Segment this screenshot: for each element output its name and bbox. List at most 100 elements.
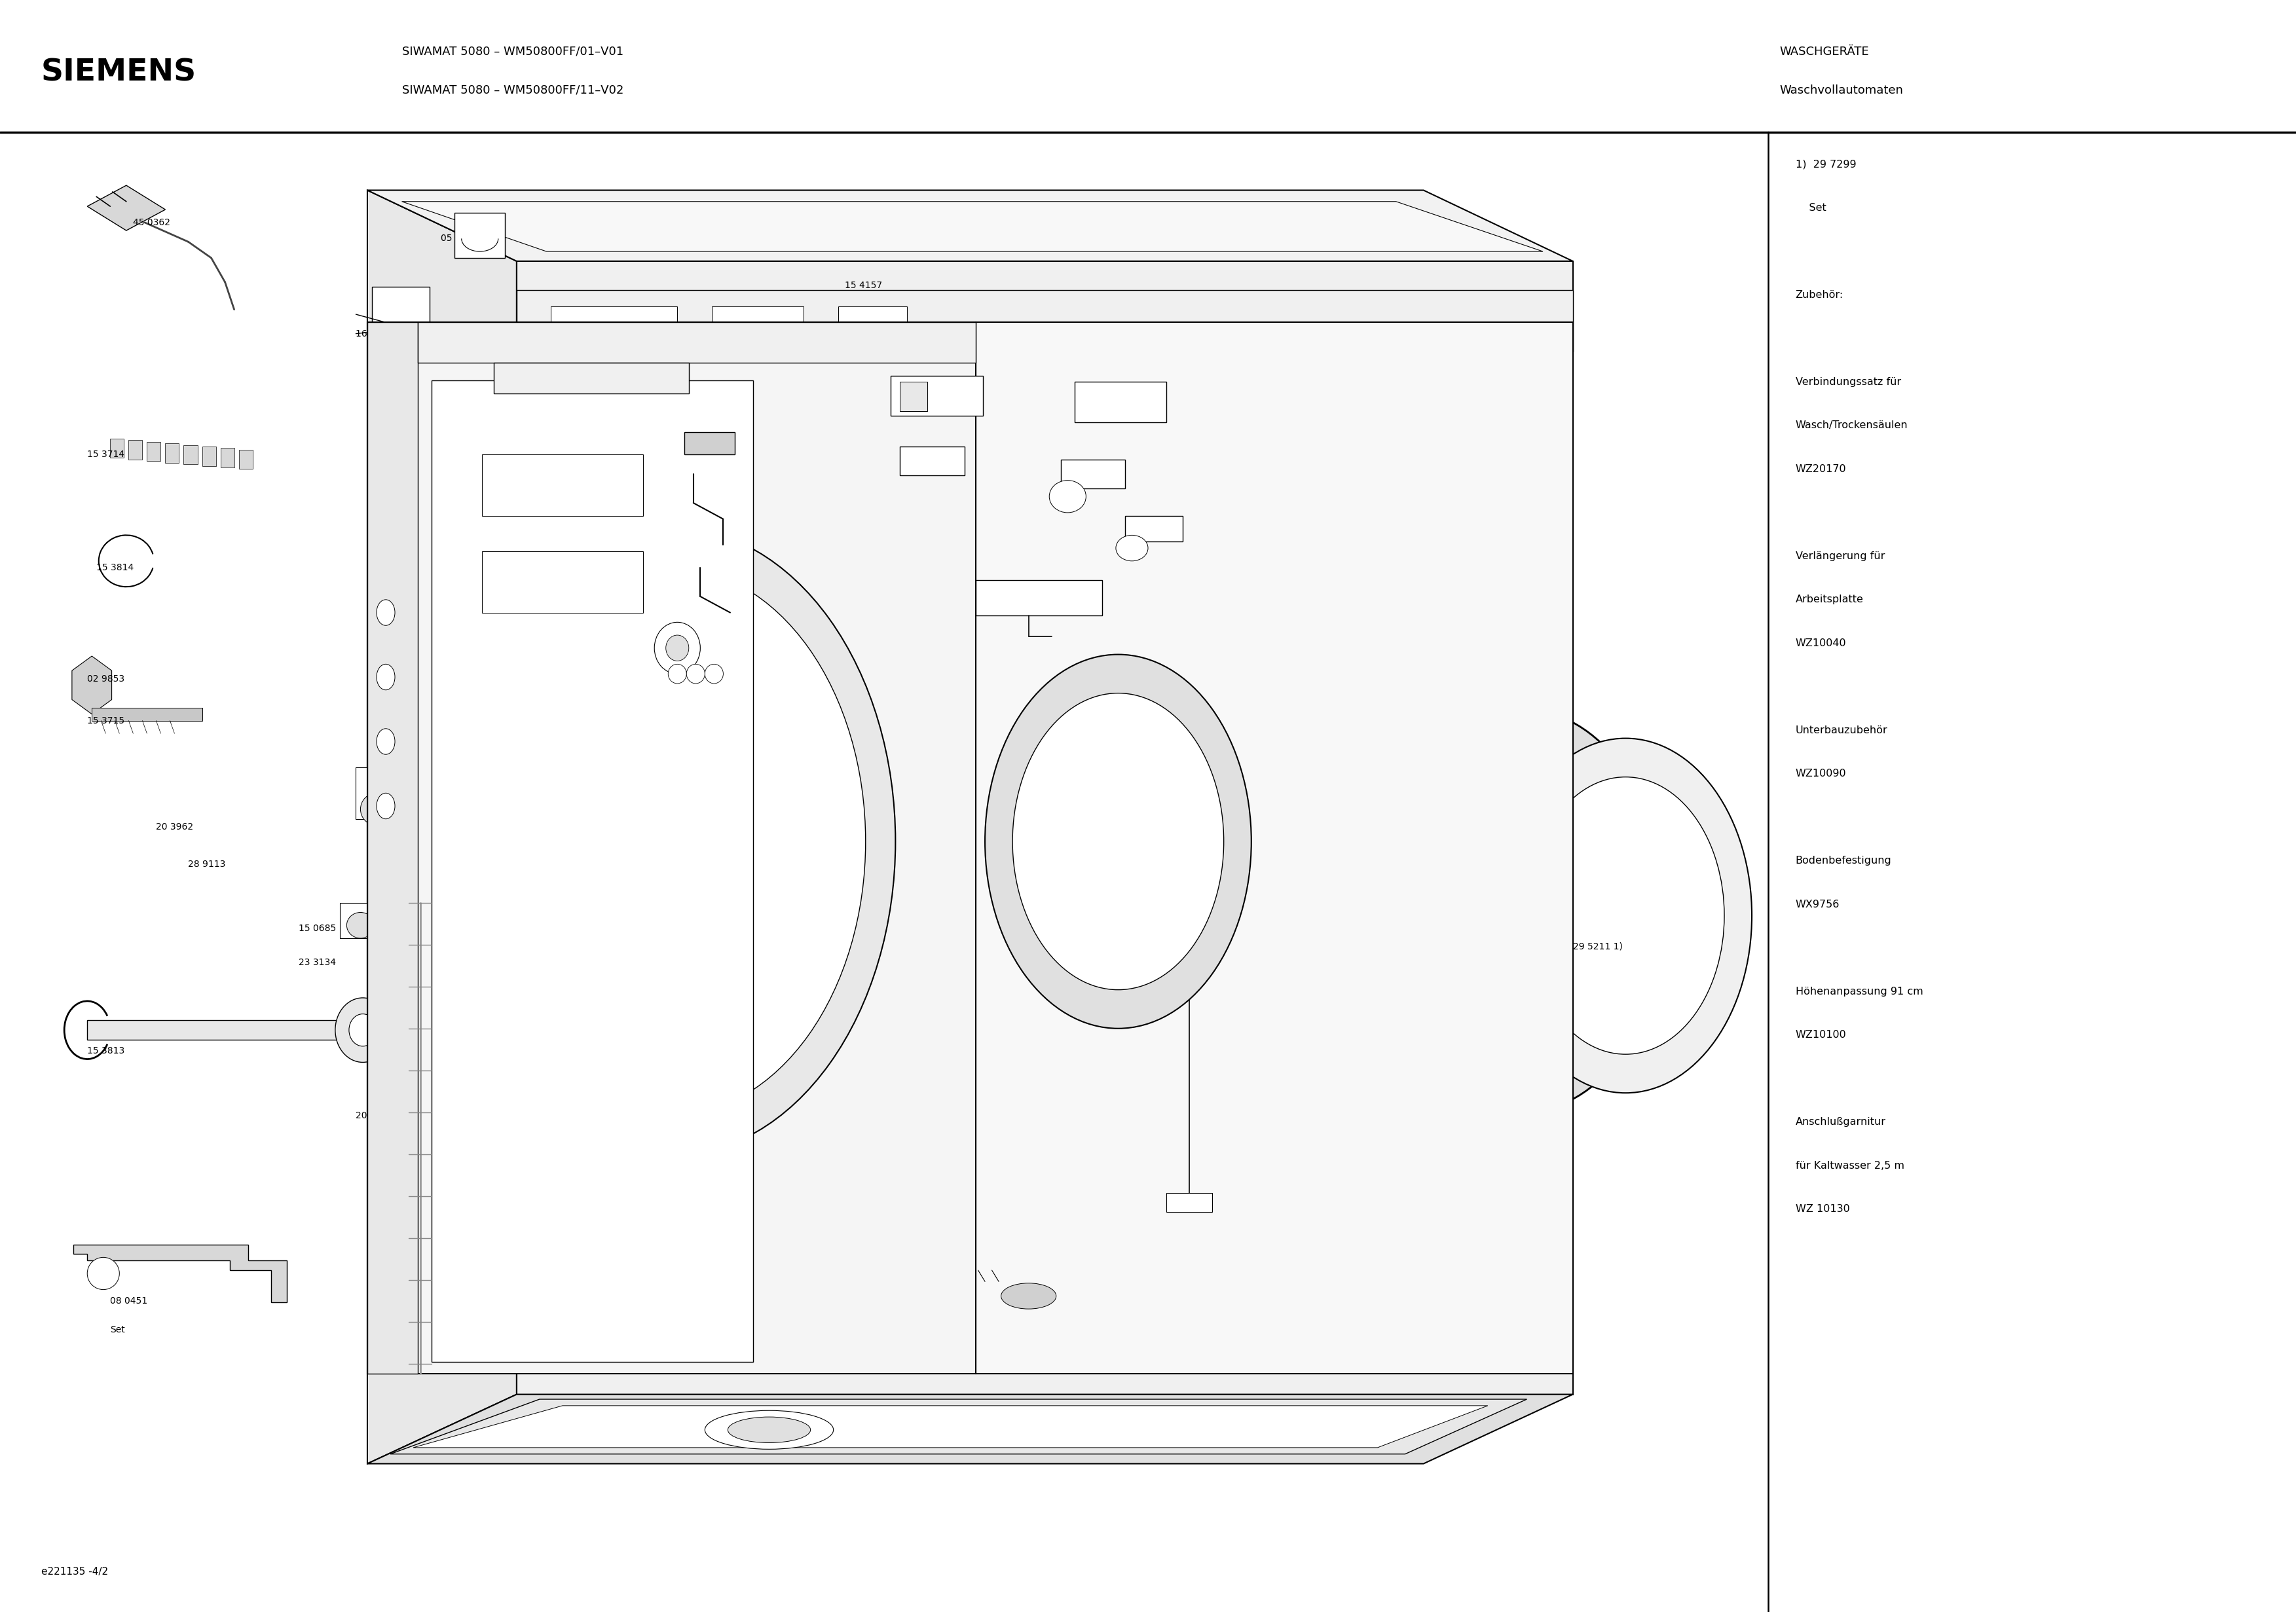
Text: Verlängerung für: Verlängerung für — [1795, 551, 1885, 561]
Bar — [1166, 1193, 1212, 1212]
Text: 15 4476: 15 4476 — [661, 498, 698, 508]
Text: 15 0686: 15 0686 — [1143, 524, 1180, 534]
Text: Verbindungssatz für: Verbindungssatz für — [1795, 377, 1901, 387]
Text: 28 9646 1): 28 9646 1) — [1251, 901, 1302, 911]
Bar — [684, 432, 735, 455]
Bar — [1075, 382, 1166, 422]
Bar — [689, 1183, 730, 1228]
Bar — [712, 306, 804, 339]
Polygon shape — [71, 656, 113, 714]
Ellipse shape — [1116, 535, 1148, 561]
Polygon shape — [367, 1394, 1573, 1464]
Text: 11 8917: 11 8917 — [1189, 837, 1226, 846]
Polygon shape — [147, 442, 161, 461]
Text: 15 3715: 15 3715 — [87, 716, 124, 725]
Bar — [1488, 687, 1515, 738]
Text: 15 3714: 15 3714 — [87, 450, 124, 459]
Bar — [356, 767, 397, 819]
Text: 11 8919: 11 8919 — [1435, 901, 1472, 911]
Polygon shape — [367, 190, 517, 1464]
Text: Waschvollautomaten: Waschvollautomaten — [1779, 84, 1903, 97]
Polygon shape — [73, 1244, 287, 1302]
Bar — [900, 382, 928, 411]
Text: 02 9853: 02 9853 — [87, 674, 124, 683]
Text: 29 5211 1): 29 5211 1) — [1573, 941, 1623, 951]
Text: 05 9227: 05 9227 — [441, 234, 478, 243]
Polygon shape — [569, 1238, 588, 1248]
Polygon shape — [976, 322, 1573, 1373]
Text: 08 0451: 08 0451 — [110, 1296, 147, 1306]
Bar — [372, 287, 429, 339]
Ellipse shape — [1013, 693, 1224, 990]
Polygon shape — [87, 185, 165, 231]
Ellipse shape — [654, 622, 700, 674]
Text: 20 4245: 20 4245 — [1125, 192, 1162, 202]
Ellipse shape — [377, 664, 395, 690]
Text: 15 3813: 15 3813 — [87, 1046, 124, 1056]
Ellipse shape — [985, 654, 1251, 1028]
Ellipse shape — [705, 664, 723, 683]
Text: 02 9854: 02 9854 — [647, 643, 684, 653]
Text: Arbeitsplatte: Arbeitsplatte — [1795, 595, 1864, 604]
Text: 15 0685: 15 0685 — [298, 924, 335, 933]
Ellipse shape — [728, 1417, 810, 1443]
Text: Set: Set — [110, 1325, 124, 1335]
Text: 15 4090: 15 4090 — [810, 1320, 847, 1330]
Polygon shape — [110, 438, 124, 458]
Bar — [838, 306, 907, 339]
Bar — [482, 455, 643, 516]
Bar — [822, 1253, 859, 1288]
Ellipse shape — [1407, 750, 1637, 1072]
Text: 20 8265: 20 8265 — [356, 1111, 393, 1120]
Ellipse shape — [705, 1410, 833, 1449]
Text: Anschlußgarnitur: Anschlußgarnitur — [1795, 1117, 1885, 1127]
Ellipse shape — [349, 1014, 377, 1046]
Text: WZ10100: WZ10100 — [1795, 1030, 1846, 1040]
Ellipse shape — [377, 729, 395, 754]
Ellipse shape — [487, 1267, 514, 1306]
Text: 28 9113: 28 9113 — [188, 859, 225, 869]
Bar — [494, 363, 689, 393]
Text: 16 0917: 16 0917 — [356, 329, 393, 339]
Bar — [900, 447, 964, 476]
Polygon shape — [390, 1399, 1527, 1454]
Text: 02 9855: 02 9855 — [684, 442, 721, 451]
Text: 1)  29 7299: 1) 29 7299 — [1795, 160, 1855, 169]
Text: 02 9857: 02 9857 — [914, 474, 951, 484]
Polygon shape — [432, 380, 753, 1362]
Polygon shape — [367, 190, 1573, 261]
Text: 15 4078: 15 4078 — [673, 1291, 709, 1301]
Text: WZ10040: WZ10040 — [1795, 638, 1846, 648]
Ellipse shape — [468, 1243, 510, 1288]
Polygon shape — [413, 1406, 1488, 1448]
Text: WZ 10130: WZ 10130 — [1795, 1204, 1851, 1214]
Ellipse shape — [1001, 1283, 1056, 1309]
Ellipse shape — [1293, 729, 1545, 1083]
Text: 21 2239: 21 2239 — [670, 248, 707, 258]
Text: 20 3962: 20 3962 — [156, 822, 193, 832]
Bar — [517, 290, 1573, 351]
Text: für Kaltwasser 2,5 m: für Kaltwasser 2,5 m — [1795, 1161, 1903, 1170]
Polygon shape — [517, 261, 1573, 1394]
Text: Unterbauzubehör: Unterbauzubehör — [1795, 725, 1887, 735]
Polygon shape — [239, 450, 253, 469]
Ellipse shape — [475, 567, 866, 1116]
Text: SIWAMAT 5080 – WM50800FF/01–V01: SIWAMAT 5080 – WM50800FF/01–V01 — [402, 45, 622, 58]
Bar — [92, 708, 202, 721]
Bar — [367, 322, 418, 1373]
Bar — [87, 1020, 363, 1040]
Text: 04 0302: 04 0302 — [418, 1259, 455, 1269]
Text: 15 4157: 15 4157 — [563, 377, 599, 387]
Text: SIWAMAT 5080 – WM50800FF/11–V02: SIWAMAT 5080 – WM50800FF/11–V02 — [402, 84, 625, 97]
Text: 09 6488: 09 6488 — [1504, 756, 1541, 766]
Text: SIEMENS: SIEMENS — [41, 58, 197, 87]
Text: 45 0362: 45 0362 — [133, 218, 170, 227]
Text: 15 4362: 15 4362 — [693, 1256, 730, 1265]
Bar — [1061, 459, 1125, 488]
Text: Zubehör:: Zubehör: — [1795, 290, 1844, 300]
Bar — [482, 551, 643, 613]
Ellipse shape — [1380, 709, 1665, 1112]
Polygon shape — [220, 448, 234, 467]
Text: 28 9771: 28 9771 — [1075, 474, 1111, 484]
Ellipse shape — [377, 793, 395, 819]
